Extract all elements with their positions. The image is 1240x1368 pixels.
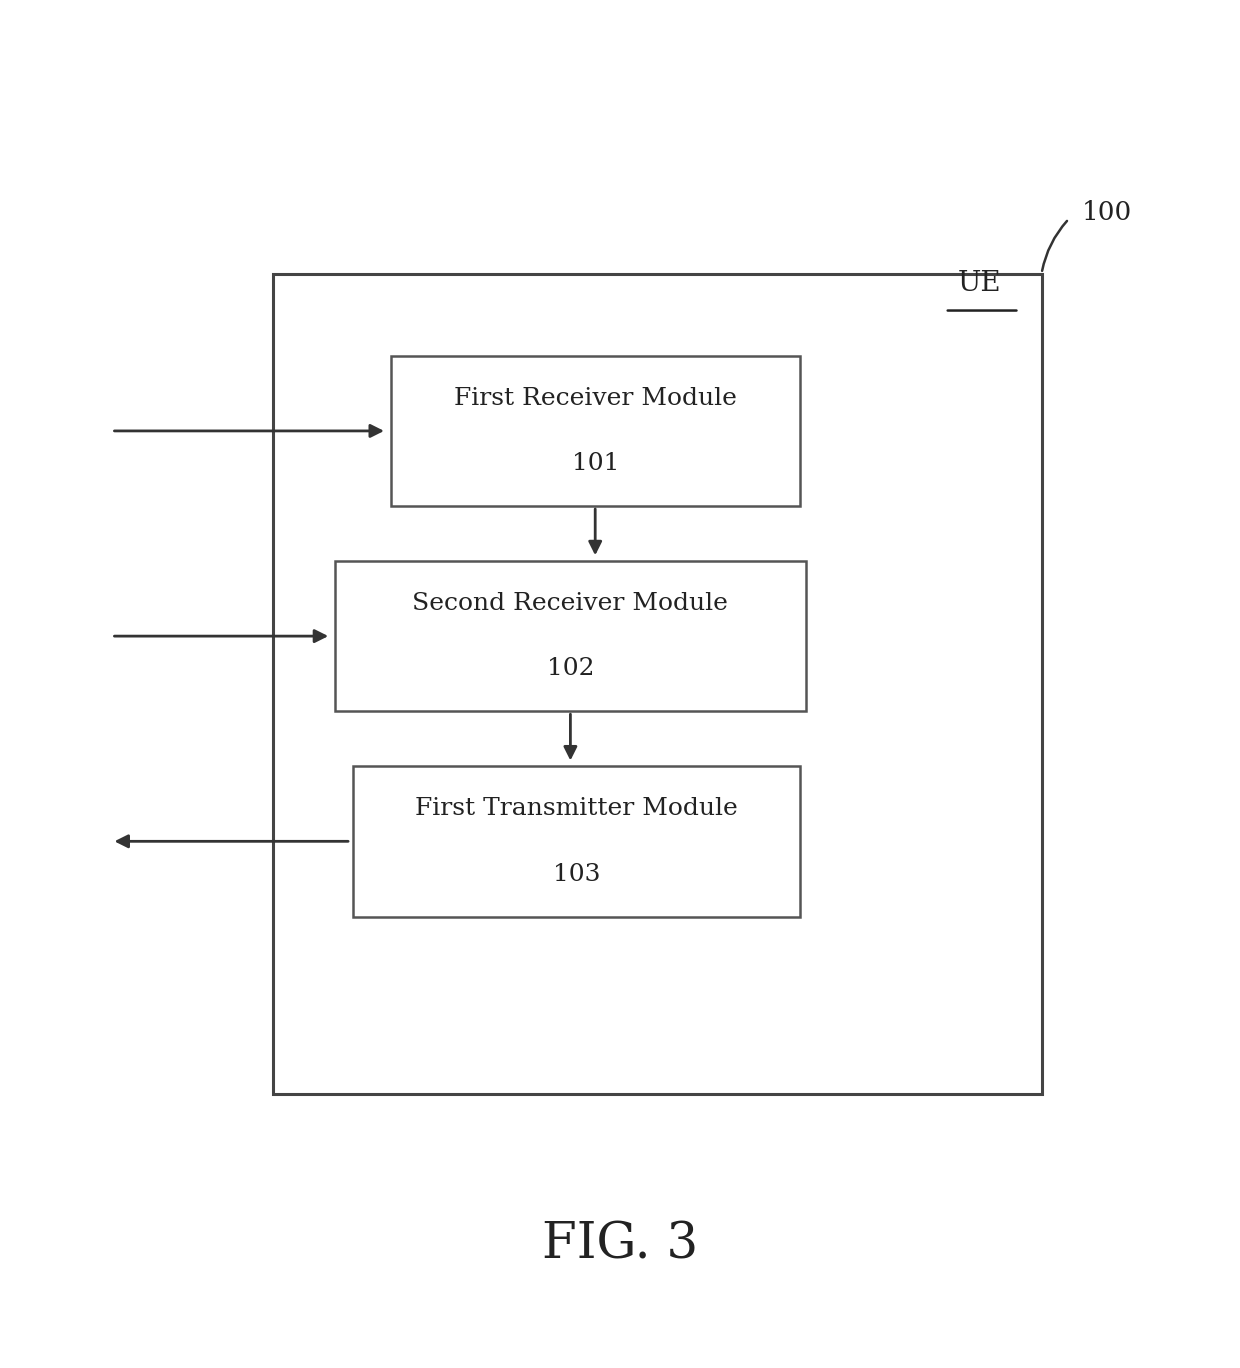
Bar — [391, 356, 800, 506]
Text: UE: UE — [957, 269, 1002, 297]
Bar — [335, 561, 806, 711]
Text: First Receiver Module: First Receiver Module — [454, 387, 737, 409]
Bar — [353, 766, 800, 917]
Text: 101: 101 — [572, 453, 619, 475]
Bar — [273, 274, 1042, 1094]
Text: 103: 103 — [553, 863, 600, 885]
Text: FIG. 3: FIG. 3 — [542, 1220, 698, 1270]
Text: First Transmitter Module: First Transmitter Module — [415, 798, 738, 819]
Text: Second Receiver Module: Second Receiver Module — [413, 592, 728, 614]
Text: 102: 102 — [547, 658, 594, 680]
Text: 100: 100 — [1081, 200, 1132, 224]
